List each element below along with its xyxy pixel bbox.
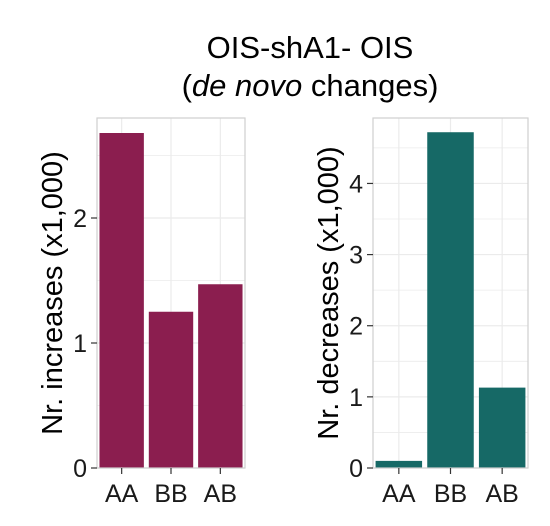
- chart-title-line-1: OIS-shA1- OIS: [207, 30, 414, 65]
- decreases-y-axis-label: Nr. decreases (x1,000): [313, 146, 345, 439]
- chart-title-line-2: (de novo changes): [182, 68, 439, 103]
- decreases-bar-aa: [375, 460, 423, 468]
- decreases-bar-bb: [427, 132, 474, 468]
- decreases-ytick-label-2: 2: [349, 313, 363, 341]
- increases-bar-ab: [198, 284, 243, 468]
- decreases-chart-panel: 0 1 2 3 4 AA BB AB Nr. decreases (x1,000): [313, 117, 529, 508]
- chart-title-open-paren: (: [182, 68, 193, 103]
- increases-ytick-label-2: 2: [73, 205, 87, 233]
- increases-xtick-label-bb: BB: [154, 480, 187, 508]
- decreases-ytick-label-1: 1: [349, 384, 363, 412]
- decreases-bar-ab: [478, 387, 526, 468]
- decreases-ytick-label-0: 0: [349, 455, 363, 483]
- chart-title-rest: changes): [302, 68, 438, 103]
- increases-ytick-label-1: 1: [73, 330, 87, 358]
- increases-xtick-label-ab: AB: [204, 480, 237, 508]
- decreases-ytick-label-3: 3: [349, 242, 363, 270]
- decreases-xtick-label-bb: BB: [434, 480, 467, 508]
- increases-chart-panel: 0 1 2 AA BB AB Nr. increases (x1,000): [37, 117, 246, 508]
- increases-bar-aa: [99, 133, 144, 468]
- decreases-xtick-label-aa: AA: [382, 480, 416, 508]
- increases-y-axis-label: Nr. increases (x1,000): [37, 151, 69, 435]
- increases-bar-bb: [148, 311, 194, 468]
- decreases-ytick-label-4: 4: [349, 170, 363, 198]
- increases-xtick-label-aa: AA: [105, 480, 139, 508]
- increases-ytick-label-0: 0: [73, 455, 87, 483]
- decreases-xtick-label-ab: AB: [485, 480, 518, 508]
- chart-title-italic: de novo: [192, 68, 302, 103]
